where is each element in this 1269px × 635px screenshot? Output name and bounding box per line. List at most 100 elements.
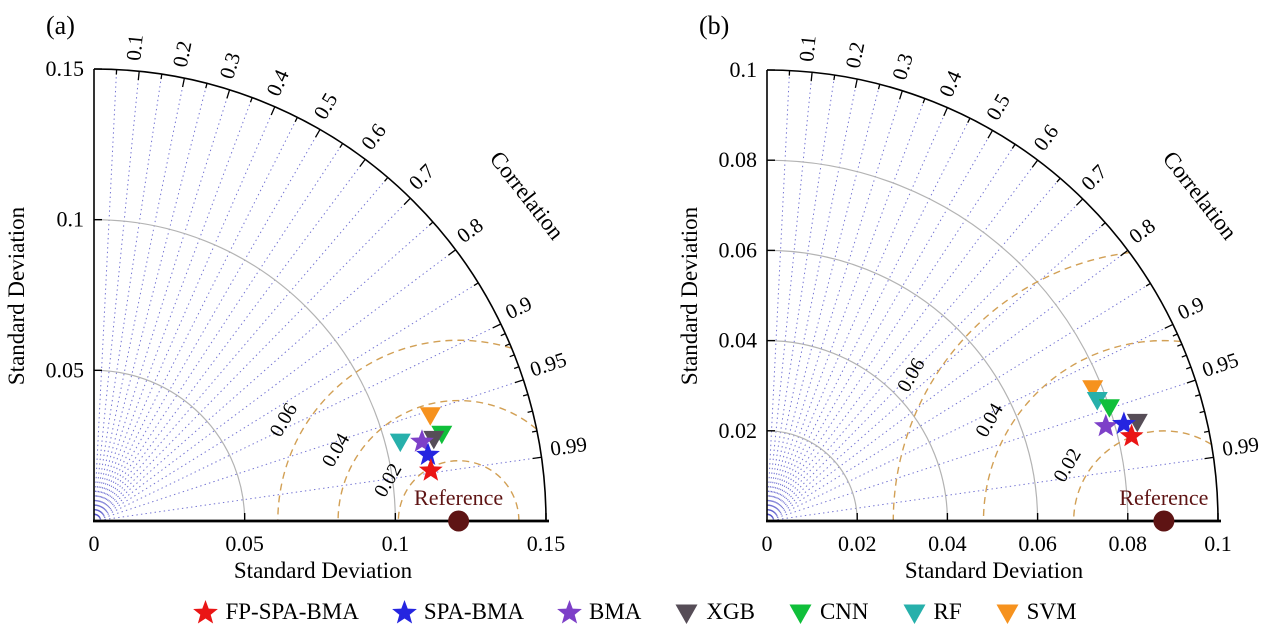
star-icon xyxy=(391,599,417,624)
correlation-tick xyxy=(1011,143,1016,149)
x-tick-label: 0 xyxy=(762,531,773,556)
correlation-tick-label: 0.7 xyxy=(1076,160,1112,196)
correlation-ray xyxy=(97,159,366,517)
legend-item-fp-spa-bma: FP-SPA-BMA xyxy=(192,599,359,626)
y-tick-label: 0.04 xyxy=(719,328,758,353)
legend: FP-SPA-BMA SPA-BMA BMA XGB CNN RF SVM xyxy=(0,592,1269,632)
correlation-ray xyxy=(98,282,478,519)
panel-b-ylabel: Standard Deviation xyxy=(677,206,702,385)
correlation-tick xyxy=(854,78,858,89)
x-tick-label: 0.06 xyxy=(1018,531,1057,556)
correlation-tick-label: 0.99 xyxy=(1221,432,1261,461)
correlation-tick-label: 0.1 xyxy=(794,34,820,63)
correlation-tick-label: 0.3 xyxy=(887,50,918,82)
correlation-ray xyxy=(766,71,790,516)
correlation-tick xyxy=(1056,177,1061,183)
correlation-tick xyxy=(137,71,140,81)
rmse-arc xyxy=(892,251,1130,522)
correlation-tick-label: 0.6 xyxy=(356,119,391,154)
std-arc xyxy=(766,430,858,522)
legend-label: SVM xyxy=(1026,599,1077,624)
star-icon xyxy=(193,599,219,624)
correlation-tick xyxy=(987,130,994,139)
rmse-arc xyxy=(397,460,520,522)
correlation-tick xyxy=(810,72,813,82)
y-tick-label: 0.15 xyxy=(46,56,85,81)
reference-point xyxy=(1153,510,1175,532)
correlation-ray xyxy=(767,76,835,516)
correlation-tick xyxy=(833,75,836,81)
correlation-tick xyxy=(1164,323,1174,329)
marker-rf xyxy=(389,433,411,453)
correlation-tick xyxy=(514,379,524,384)
correlation-ray xyxy=(96,130,320,517)
correlation-tick xyxy=(359,159,366,167)
panel-a-ylabel: Standard Deviation xyxy=(4,206,29,385)
correlation-ray xyxy=(767,79,858,516)
correlation-tick xyxy=(1194,394,1201,397)
rmse-arc xyxy=(982,339,1181,522)
correlation-tick-label: 0.95 xyxy=(527,347,569,381)
legend-item-rf: RF xyxy=(901,599,962,626)
rmse-label: 0.04 xyxy=(318,430,355,471)
correlation-ray xyxy=(771,250,1128,518)
taylor-diagram-panel-a: 0.02 0.04 0.06 0 0.05 0.05 0.1 0.1 0.15 0.15 0.1 0.… xyxy=(46,33,589,556)
x-tick-label: 0.02 xyxy=(838,531,877,556)
legend-item-cnn: CNN xyxy=(787,599,869,626)
correlation-tick xyxy=(1145,282,1151,287)
correlation-tick-label: 0.4 xyxy=(261,65,294,99)
y-tick-label: 0.1 xyxy=(57,207,85,232)
correlation-ray xyxy=(772,324,1173,519)
rmse-label: 0.06 xyxy=(266,399,303,440)
marker-xgb xyxy=(423,430,445,450)
triangle-down-icon xyxy=(789,604,812,624)
correlation-tick xyxy=(877,84,881,90)
std-arc xyxy=(93,219,396,522)
rmse-arc xyxy=(337,399,537,522)
legend-label: RF xyxy=(933,599,962,624)
correlation-tick-label: 0.3 xyxy=(214,50,245,82)
reference-point xyxy=(448,510,470,532)
correlation-tick xyxy=(226,89,231,99)
y-tick-label: 0.08 xyxy=(719,147,758,172)
rmse-arc xyxy=(1072,430,1212,522)
correlation-ray xyxy=(96,144,343,517)
correlation-ray xyxy=(772,380,1195,520)
correlation-tick xyxy=(1031,159,1039,168)
correlation-ray xyxy=(94,72,140,516)
correlation-tick xyxy=(1075,198,1084,206)
correlation-ray xyxy=(771,222,1105,518)
marker-spa-bma xyxy=(1112,411,1136,435)
correlation-ray xyxy=(770,199,1083,518)
correlation-ray xyxy=(768,91,903,516)
correlation-ray xyxy=(768,108,948,516)
correlation-ray xyxy=(772,457,1213,521)
triangle-down-icon xyxy=(675,604,698,624)
correlation-tick xyxy=(532,456,542,460)
correlation-ray xyxy=(767,73,813,516)
correlation-tick xyxy=(339,143,344,149)
correlation-ray xyxy=(96,118,298,516)
panel-a-label: (a) xyxy=(46,11,75,40)
legend-label: BMA xyxy=(589,599,642,624)
correlation-tick-label: 0.1 xyxy=(121,33,147,62)
correlation-ray xyxy=(93,70,118,516)
panel-b-correlation-title: Correlation xyxy=(1158,146,1242,244)
correlation-ray xyxy=(770,160,1038,517)
correlation-tick-label: 0.95 xyxy=(1199,348,1241,382)
boundary-arc xyxy=(766,69,1219,522)
x-tick-label: 0.1 xyxy=(1204,531,1232,556)
correlation-tick xyxy=(205,83,208,89)
marker-cnn xyxy=(1098,399,1120,418)
correlation-tick xyxy=(403,197,411,206)
std-arc xyxy=(766,340,948,522)
std-arc xyxy=(766,249,1039,522)
correlation-tick xyxy=(181,78,186,88)
correlation-ray xyxy=(97,198,411,518)
correlation-tick xyxy=(509,354,515,358)
correlation-ray xyxy=(95,90,230,516)
correlation-tick xyxy=(160,74,163,80)
correlation-tick xyxy=(531,430,538,433)
x-tick-label: 0.05 xyxy=(225,531,264,556)
